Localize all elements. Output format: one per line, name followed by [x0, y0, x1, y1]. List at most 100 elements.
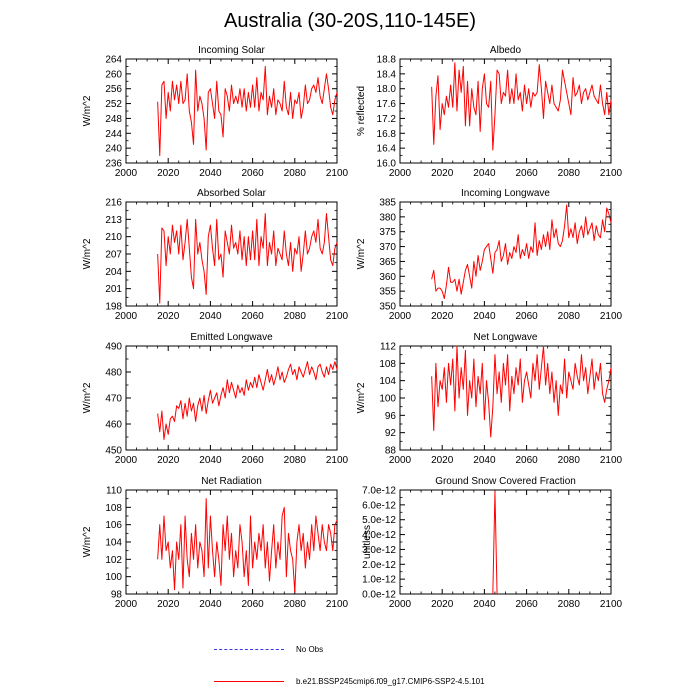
series-line: [492, 490, 498, 595]
y-tick-label: 88: [385, 446, 397, 457]
x-tick-label: 2060: [241, 311, 264, 322]
x-tick-label: 2060: [241, 599, 264, 610]
y-axis-label: % reflected: [356, 86, 367, 136]
chart-panel-8: Ground Snow Covered Fraction unitless 2000…: [362, 476, 623, 610]
y-tick-label: 16.8: [377, 129, 397, 140]
y-tick-label: 260: [105, 69, 122, 80]
y-tick-label: 1.0e-12: [362, 575, 396, 586]
y-tick-label: 355: [379, 287, 396, 298]
x-tick-label: 2020: [431, 599, 454, 610]
y-tick-label: 244: [105, 129, 122, 140]
x-tick-label: 2060: [515, 599, 538, 610]
plot-frame: [399, 489, 612, 595]
y-tick-label: 256: [105, 84, 122, 95]
y-tick-label: 380: [379, 212, 396, 223]
y-tick-label: 2.0e-12: [362, 560, 396, 571]
panel-title: Net Longwave: [474, 332, 538, 343]
y-tick-label: 104: [105, 538, 122, 549]
y-axis-label: W/m^2: [356, 382, 367, 413]
y-tick-label: 4.0e-12: [362, 530, 396, 541]
plot-frame: [399, 58, 612, 164]
panel-title: Net Radiation: [201, 476, 262, 487]
y-tick-label: 96: [385, 411, 397, 422]
y-tick-label: 450: [105, 446, 122, 457]
y-tick-label: 106: [105, 520, 122, 531]
x-tick-label: 2020: [157, 455, 180, 466]
x-tick-label: 2040: [199, 599, 222, 610]
y-axis-label: W/m^2: [356, 238, 367, 269]
panel-title: Emitted Longwave: [190, 332, 273, 343]
series-line: [431, 345, 612, 438]
x-tick-label: 2100: [600, 455, 623, 466]
panel-title: Albedo: [490, 45, 522, 56]
y-tick-label: 16.4: [377, 144, 397, 155]
x-tick-label: 2060: [241, 455, 264, 466]
y-tick-label: 110: [106, 486, 122, 497]
x-tick-label: 2080: [284, 311, 307, 322]
plot-frame: [399, 345, 612, 451]
y-tick-label: 480: [105, 368, 122, 379]
x-tick-label: 2080: [284, 168, 307, 179]
x-tick-label: 2040: [199, 311, 222, 322]
page-title: Australia (30-20S,110-145E): [224, 10, 476, 32]
y-tick-label: 98: [111, 590, 123, 601]
x-tick-label: 2040: [199, 455, 222, 466]
x-tick-label: 2100: [600, 599, 623, 610]
x-tick-label: 2020: [157, 168, 180, 179]
x-tick-label: 2000: [389, 311, 412, 322]
x-tick-label: 2020: [157, 599, 180, 610]
x-tick-label: 2080: [558, 455, 581, 466]
y-tick-label: 204: [105, 267, 122, 278]
y-axis-label: W/m^2: [82, 238, 93, 269]
y-tick-label: 370: [379, 242, 396, 253]
series-line: [431, 204, 612, 300]
x-tick-label: 2020: [431, 311, 454, 322]
x-tick-label: 2060: [515, 311, 538, 322]
panel-title: Incoming Solar: [198, 45, 265, 56]
plot-frame: [125, 345, 338, 451]
y-axis-label: W/m^2: [82, 382, 93, 413]
y-tick-label: 236: [105, 159, 122, 170]
y-axis-label: W/m^2: [82, 526, 93, 557]
x-tick-label: 2100: [600, 168, 623, 179]
y-tick-label: 7.0e-12: [362, 486, 396, 497]
y-tick-label: 248: [105, 114, 122, 125]
x-tick-label: 2060: [515, 168, 538, 179]
x-tick-label: 2000: [389, 599, 412, 610]
panel-title: Absorbed Solar: [197, 188, 267, 199]
x-tick-label: 2020: [431, 168, 454, 179]
x-tick-label: 2100: [326, 455, 349, 466]
y-tick-label: 490: [105, 342, 122, 353]
x-tick-label: 2040: [199, 168, 222, 179]
x-tick-label: 2060: [515, 455, 538, 466]
x-tick-label: 2060: [241, 168, 264, 179]
x-tick-label: 2100: [326, 599, 349, 610]
y-tick-label: 3.0e-12: [362, 545, 396, 556]
x-tick-label: 2000: [115, 455, 138, 466]
y-tick-label: 350: [379, 302, 396, 313]
panel-title: Incoming Longwave: [461, 188, 550, 199]
x-tick-label: 2040: [473, 599, 496, 610]
y-tick-label: 198: [105, 302, 122, 313]
y-tick-label: 360: [379, 272, 396, 283]
y-tick-label: 470: [105, 394, 122, 405]
y-tick-label: 108: [105, 503, 122, 514]
x-tick-label: 2080: [284, 599, 307, 610]
x-tick-label: 2080: [558, 311, 581, 322]
chart-panel-6: Net Longwave W/m^2 2000 2020 2040 2060 2080 210…: [356, 332, 623, 466]
y-tick-label: 100: [105, 572, 122, 583]
x-tick-label: 2020: [157, 311, 180, 322]
y-tick-label: 17.6: [377, 99, 397, 110]
y-tick-label: 207: [105, 250, 122, 261]
y-tick-label: 18.0: [377, 84, 397, 95]
y-tick-label: 213: [105, 215, 122, 226]
y-tick-label: 385: [379, 198, 396, 209]
x-tick-label: 2040: [473, 311, 496, 322]
y-tick-label: 112: [380, 342, 396, 353]
x-tick-label: 2080: [558, 599, 581, 610]
y-tick-label: 0.0e-12: [362, 590, 396, 601]
x-tick-label: 2040: [473, 168, 496, 179]
y-tick-label: 375: [379, 227, 396, 238]
y-tick-label: 5.0e-12: [362, 515, 396, 526]
